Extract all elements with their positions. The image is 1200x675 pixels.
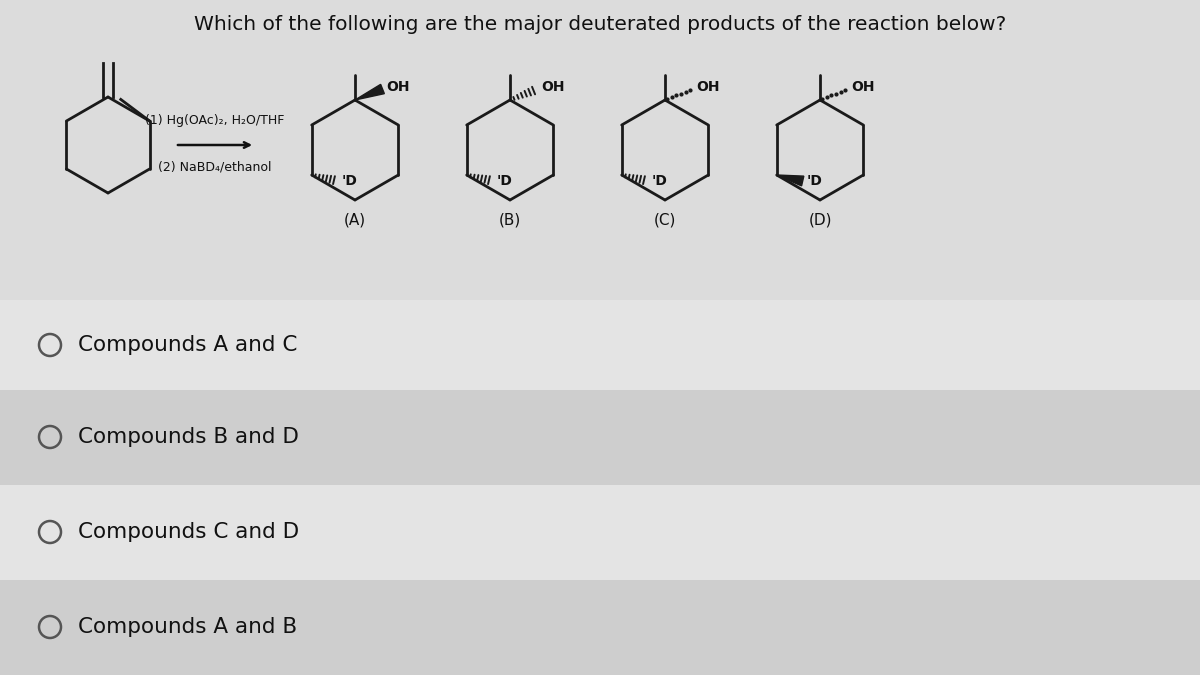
Text: (B): (B) (499, 213, 521, 227)
Text: Which of the following are the major deuterated products of the reaction below?: Which of the following are the major deu… (194, 15, 1006, 34)
Text: 'D: 'D (342, 174, 358, 188)
Text: (D): (D) (809, 213, 832, 227)
Text: (2) NaBD₄/ethanol: (2) NaBD₄/ethanol (158, 160, 271, 173)
Text: 'D: 'D (652, 174, 667, 188)
Bar (0, 580, 1200, 675)
Text: OH: OH (852, 80, 875, 94)
Text: 'D: 'D (806, 174, 822, 188)
Text: Compounds B and D: Compounds B and D (78, 427, 299, 447)
Bar (0, 300, 1200, 390)
Text: OH: OH (386, 80, 410, 94)
Text: (1) Hg(OAc)₂, H₂O/THF: (1) Hg(OAc)₂, H₂O/THF (145, 114, 284, 127)
Text: OH: OH (696, 80, 720, 94)
Polygon shape (776, 175, 804, 186)
Bar (0, 390, 1200, 485)
Text: Compounds A and B: Compounds A and B (78, 617, 298, 637)
Text: Compounds A and C: Compounds A and C (78, 335, 298, 355)
Text: (C): (C) (654, 213, 676, 227)
Polygon shape (355, 84, 384, 100)
Bar (0, 485, 1200, 580)
Text: Compounds C and D: Compounds C and D (78, 522, 299, 542)
Text: 'D: 'D (497, 174, 512, 188)
Bar (0, 0, 1200, 300)
Text: (A): (A) (344, 213, 366, 227)
Text: OH: OH (541, 80, 565, 94)
